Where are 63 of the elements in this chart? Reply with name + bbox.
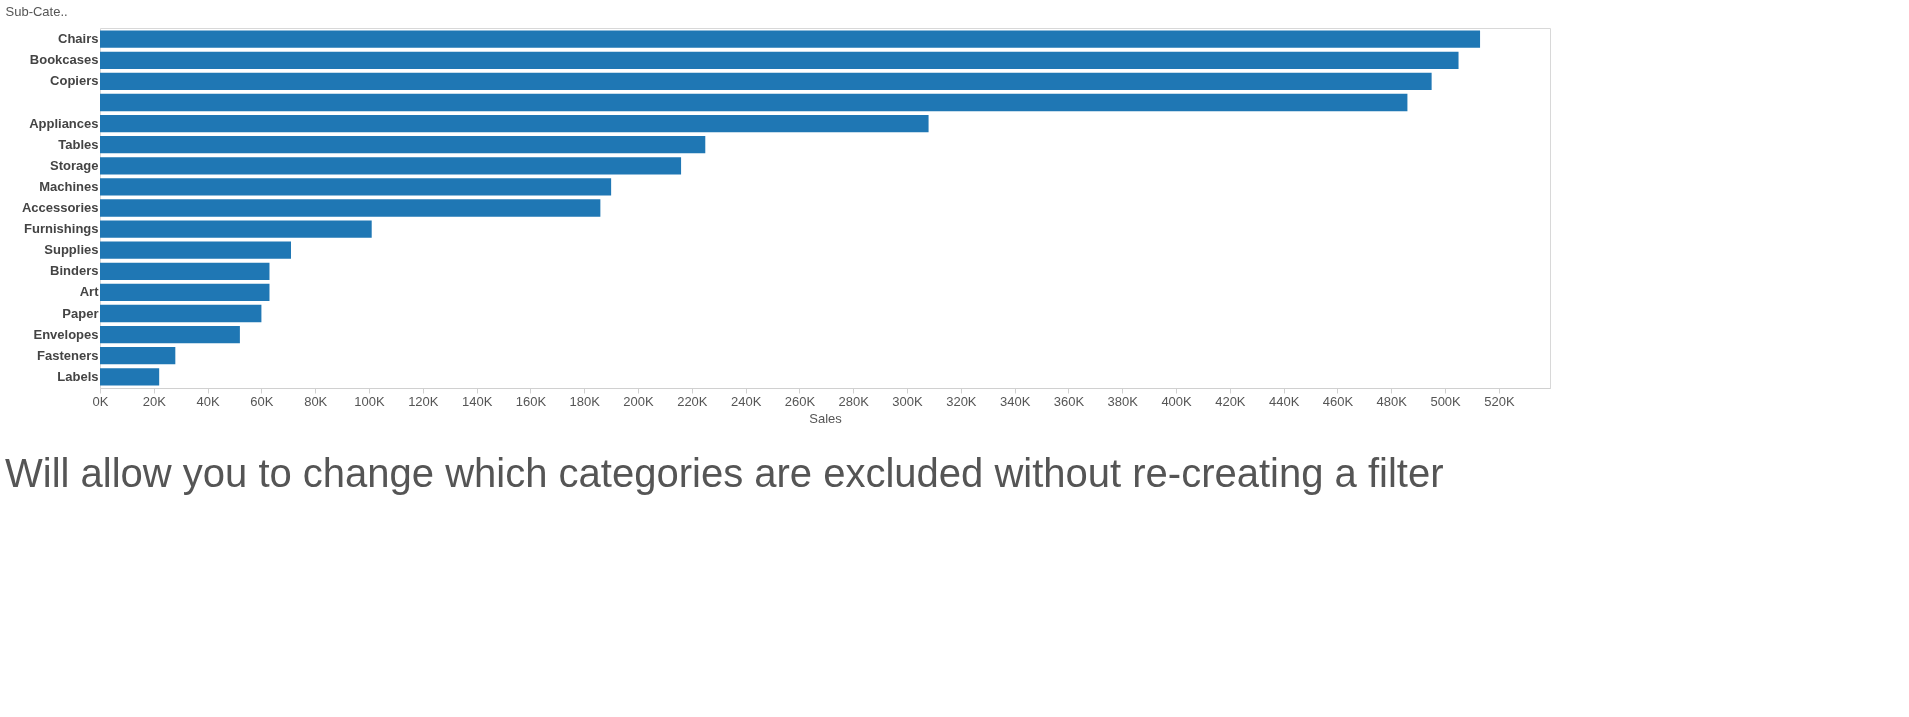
y-tick-label: Envelopes xyxy=(33,326,99,342)
y-tick-label: Accessories xyxy=(21,200,99,215)
x-tick-label: 220K xyxy=(677,393,708,409)
x-tick-label: 520K xyxy=(1484,393,1515,409)
x-tick-label: 140K xyxy=(461,393,493,409)
bar xyxy=(100,262,270,280)
x-tick-label: 440K xyxy=(1268,393,1300,409)
y-tick-label: Labels xyxy=(57,368,99,384)
y-tick-label: Bookcases xyxy=(29,52,99,68)
y-tick-label: Binders xyxy=(50,263,99,279)
y-tick-label: Furnishings xyxy=(24,221,99,237)
bar xyxy=(100,114,929,133)
bar xyxy=(100,283,270,302)
y-tick-label: Supplies xyxy=(44,242,99,258)
bar xyxy=(100,347,176,365)
bar xyxy=(100,199,601,217)
x-tick-label: 260K xyxy=(784,393,816,409)
y-tick-label: Art xyxy=(79,284,100,300)
x-tick-label: 80K xyxy=(304,393,328,409)
x-tick-label: 20K xyxy=(142,393,167,409)
bar xyxy=(100,136,706,154)
x-tick-label: 120K xyxy=(408,393,439,409)
bar xyxy=(100,241,291,259)
x-tick-label: 460K xyxy=(1322,393,1354,409)
text: Will allow you to change which categories are excluded without re-creating a filter xyxy=(5,451,1444,495)
x-tick-label: 340K xyxy=(999,393,1031,409)
x-tick-label: 240K xyxy=(730,393,762,409)
x-tick-label: 40K xyxy=(196,393,220,409)
x-tick-label: 360K xyxy=(1053,393,1085,409)
x-tick-label: 300K xyxy=(892,393,924,409)
x-tick-label: 60K xyxy=(250,393,274,409)
y-tick-label: Copiers xyxy=(50,73,99,89)
x-tick-label: 380K xyxy=(1107,393,1139,409)
y-tick-label: Chairs xyxy=(58,31,99,47)
x-tick-label: 200K xyxy=(623,393,655,409)
x-tick-label: 160K xyxy=(515,393,547,409)
y-axis-title: Sub-Cate.. xyxy=(5,3,68,19)
bar xyxy=(100,178,612,196)
x-tick-label: 320K xyxy=(946,393,977,409)
bar xyxy=(100,220,372,238)
bar xyxy=(100,157,682,175)
x-tick-label: 420K xyxy=(1215,393,1246,409)
x-tick-label: 480K xyxy=(1376,393,1408,409)
y-tick-label: Machines xyxy=(39,178,99,194)
y-tick-label: Fasteners xyxy=(37,347,99,363)
bar xyxy=(100,93,1408,112)
bar xyxy=(100,30,1481,48)
bar xyxy=(100,51,1459,69)
y-tick-label: Storage xyxy=(50,157,99,173)
x-tick-label: 280K xyxy=(838,393,870,409)
y-tick-label: Paper xyxy=(62,305,99,321)
y-tick-label: Appliances xyxy=(29,115,99,131)
bar xyxy=(100,304,262,323)
bar xyxy=(100,72,1432,91)
x-tick-label: 400K xyxy=(1161,393,1193,409)
x-axis-title: Sales xyxy=(809,410,843,426)
y-tick-label: Tables xyxy=(58,136,99,152)
x-tick-label: 180K xyxy=(569,393,601,409)
x-tick-label: 500K xyxy=(1430,393,1462,409)
x-tick-label: 100K xyxy=(354,393,386,409)
bar xyxy=(100,325,240,344)
bar xyxy=(100,368,160,386)
x-tick-label: 0K xyxy=(92,393,109,409)
